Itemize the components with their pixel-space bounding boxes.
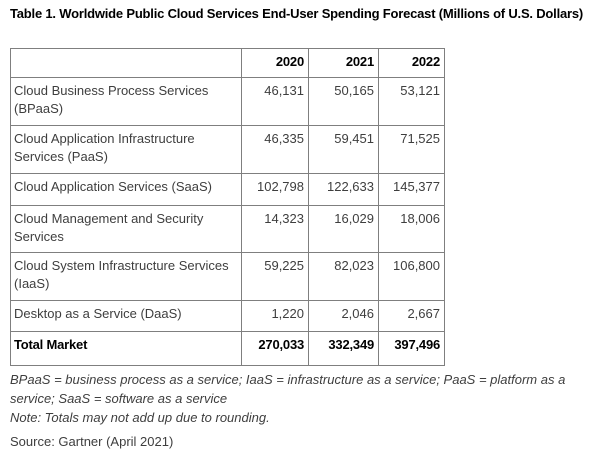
footnotes-block: BPaaS = business process as a service; I… bbox=[10, 370, 598, 427]
table-header-row: 2020 2021 2022 bbox=[10, 48, 445, 78]
value-2021: 2,046 bbox=[308, 300, 379, 332]
row-label: Cloud Application Infrastructure Service… bbox=[10, 125, 242, 174]
value-2022: 2,667 bbox=[378, 300, 445, 332]
value-2020: 1,220 bbox=[241, 300, 309, 332]
value-2020: 14,323 bbox=[241, 205, 309, 253]
column-header-2021: 2021 bbox=[308, 48, 379, 78]
total-2020: 270,033 bbox=[241, 331, 309, 366]
value-2020: 102,798 bbox=[241, 173, 309, 206]
value-2020: 46,131 bbox=[241, 77, 309, 126]
row-label: Cloud System Infrastructure Services (Ia… bbox=[10, 252, 242, 301]
value-2021: 16,029 bbox=[308, 205, 379, 253]
column-header-2020: 2020 bbox=[241, 48, 309, 78]
spending-forecast-table: 2020 2021 2022 Cloud Business Process Se… bbox=[10, 48, 445, 366]
table-row-daas: Desktop as a Service (DaaS) 1,220 2,046 … bbox=[10, 300, 445, 332]
table-row-bpaas: Cloud Business Process Services (BPaaS) … bbox=[10, 77, 445, 126]
total-label: Total Market bbox=[10, 331, 242, 366]
source-line: Source: Gartner (April 2021) bbox=[10, 434, 174, 449]
value-2022: 145,377 bbox=[378, 173, 445, 206]
value-2022: 53,121 bbox=[378, 77, 445, 126]
value-2022: 71,525 bbox=[378, 125, 445, 174]
value-2021: 122,633 bbox=[308, 173, 379, 206]
value-2021: 82,023 bbox=[308, 252, 379, 301]
table-row-paas: Cloud Application Infrastructure Service… bbox=[10, 125, 445, 174]
value-2022: 106,800 bbox=[378, 252, 445, 301]
rounding-note: Note: Totals may not add up due to round… bbox=[10, 410, 270, 425]
value-2020: 59,225 bbox=[241, 252, 309, 301]
table-row-mgmt-security: Cloud Management and Security Services 1… bbox=[10, 205, 445, 253]
value-2021: 59,451 bbox=[308, 125, 379, 174]
value-2021: 50,165 bbox=[308, 77, 379, 126]
value-2022: 18,006 bbox=[378, 205, 445, 253]
table-row-saas: Cloud Application Services (SaaS) 102,79… bbox=[10, 173, 445, 206]
abbreviations-note: BPaaS = business process as a service; I… bbox=[10, 372, 566, 406]
table-row-total-market: Total Market 270,033 332,349 397,496 bbox=[10, 331, 445, 366]
total-2022: 397,496 bbox=[378, 331, 445, 366]
corner-cell bbox=[10, 48, 242, 78]
total-2021: 332,349 bbox=[308, 331, 379, 366]
value-2020: 46,335 bbox=[241, 125, 309, 174]
table-title: Table 1. Worldwide Public Cloud Services… bbox=[10, 6, 584, 21]
row-label: Cloud Management and Security Services bbox=[10, 205, 242, 253]
table-row-iaas: Cloud System Infrastructure Services (Ia… bbox=[10, 252, 445, 301]
column-header-2022: 2022 bbox=[378, 48, 445, 78]
row-label: Desktop as a Service (DaaS) bbox=[10, 300, 242, 332]
row-label: Cloud Business Process Services (BPaaS) bbox=[10, 77, 242, 126]
row-label: Cloud Application Services (SaaS) bbox=[10, 173, 242, 206]
